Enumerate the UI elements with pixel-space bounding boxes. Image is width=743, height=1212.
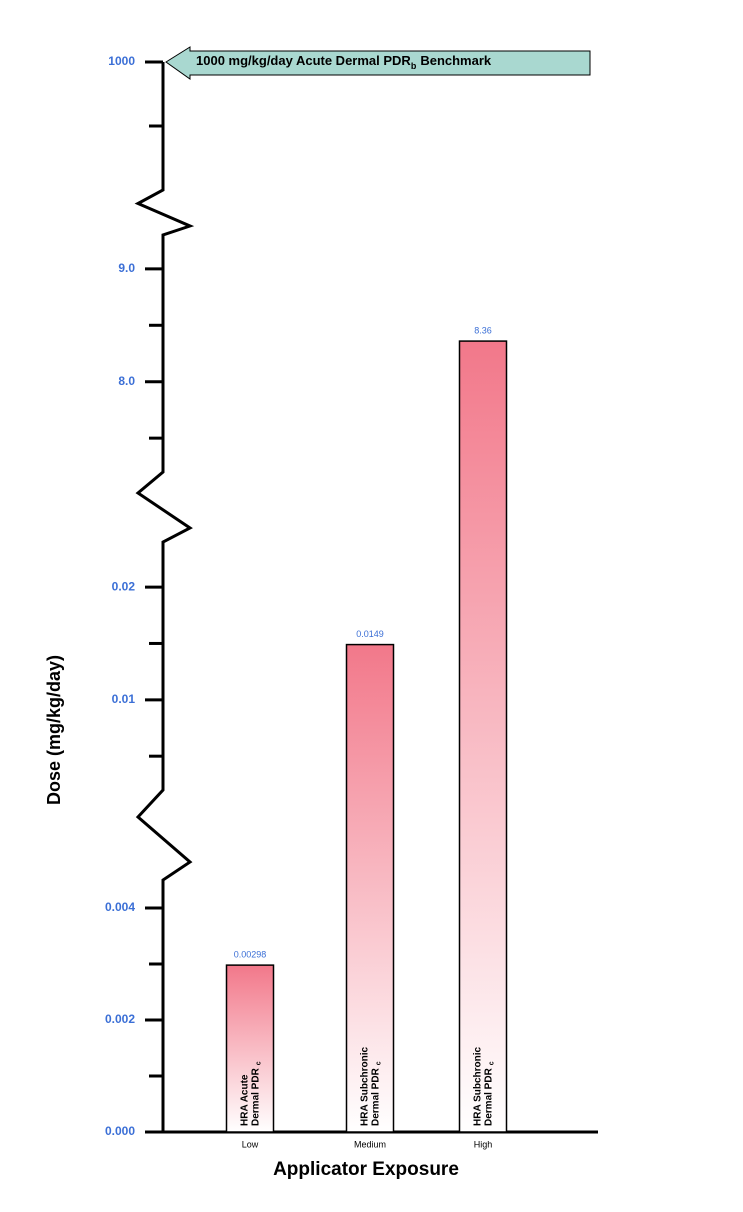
x-tick-label: Medium (354, 1139, 386, 1149)
y-tick-label: 8.0 (118, 374, 135, 388)
inner-label: HRA Subchronic (359, 1046, 370, 1126)
bar (458, 340, 508, 1133)
value-label: 0.0149 (356, 629, 384, 639)
inner-label-sub: c (488, 1061, 495, 1065)
value-label: 8.36 (474, 325, 492, 335)
inner-label-line: HRA Subchronic (472, 1046, 483, 1126)
y-tick-label: 0.02 (112, 579, 136, 593)
inner-label: HRA Subchronic (472, 1046, 483, 1126)
y-tick-label: 0.004 (105, 900, 135, 914)
y-tick-label: 0.000 (105, 1124, 135, 1138)
benchmark-arrow (165, 46, 591, 80)
y-tick-label: 0.01 (112, 692, 136, 706)
benchmark-sub: b (411, 61, 417, 71)
inner-label: Dermal PDR c (250, 1061, 262, 1126)
y-tick-label: 1000 (108, 54, 135, 68)
benchmark-suffix: Benchmark (420, 53, 492, 68)
bar (345, 643, 395, 1133)
benchmark-label: 1000 mg/kg/day Acute Dermal PDRb Benchmar… (196, 53, 492, 71)
inner-label-line: Dermal PDR (370, 1067, 381, 1126)
inner-label: Dermal PDR c (370, 1061, 382, 1126)
inner-label-sub: c (255, 1061, 262, 1065)
inner-label-line: HRA Subchronic (359, 1046, 370, 1126)
inner-label-line: HRA Acute (239, 1074, 250, 1126)
y-axis-title: Dose (mg/kg/day) (44, 655, 64, 805)
inner-label: HRA Acute (239, 1074, 250, 1126)
benchmark-text: 1000 mg/kg/day Acute Dermal PDR (196, 53, 411, 68)
x-tick-label: Low (242, 1139, 259, 1149)
inner-label: Dermal PDR c (483, 1061, 495, 1126)
inner-label-sub: c (375, 1061, 382, 1065)
x-axis-title: Applicator Exposure (273, 1159, 459, 1180)
inner-label-line: Dermal PDR (483, 1067, 494, 1126)
y-axis-line (134, 62, 195, 1132)
y-tick-label: 0.002 (105, 1012, 135, 1026)
value-label: 0.00298 (234, 949, 267, 959)
x-tick-label: High (474, 1139, 493, 1149)
inner-label-line: Dermal PDR (250, 1067, 261, 1126)
y-tick-label: 9.0 (118, 261, 135, 275)
bar (225, 964, 275, 1133)
